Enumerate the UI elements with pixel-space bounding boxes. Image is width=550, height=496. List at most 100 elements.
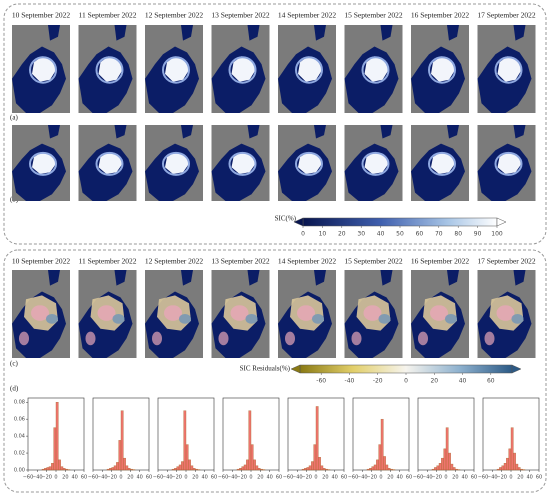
colorbar-tick-label: 60 <box>416 231 424 238</box>
hist-bar <box>320 465 324 471</box>
x-tick-label: 20 <box>127 475 133 481</box>
x-tick-label: −40 <box>227 475 238 481</box>
x-tick-label: −20 <box>496 475 507 481</box>
x-tick-label: 40 <box>461 475 467 481</box>
colorbar-tick-label: 20 <box>338 231 346 238</box>
hist-bar <box>113 465 117 471</box>
x-tick-label: −40 <box>97 475 108 481</box>
map-residual <box>496 305 515 321</box>
hist-bar <box>111 467 115 471</box>
hist-bar <box>448 452 451 471</box>
map-ocean <box>380 125 393 139</box>
map-ocean <box>314 25 326 41</box>
colorbar-tick-label: -40 <box>345 378 355 385</box>
hist-bar <box>181 461 184 471</box>
map-ice <box>431 152 455 174</box>
map-residual <box>363 305 382 321</box>
hist-bar <box>44 468 47 471</box>
map-ocean <box>314 125 326 139</box>
map-ocean <box>513 270 526 286</box>
hist-bar <box>178 464 182 471</box>
map-ice <box>32 56 56 82</box>
hist-bar <box>380 418 384 471</box>
x-tick-label: 40 <box>266 475 272 481</box>
map-residual <box>46 314 58 324</box>
map-ice <box>98 56 123 82</box>
x-tick-label: 0 <box>54 475 57 481</box>
hist-bar <box>506 457 509 471</box>
map-ice-edge <box>29 151 57 176</box>
x-tick-label: −20 <box>366 475 377 481</box>
hist-bar <box>496 468 500 471</box>
x-tick-label: −40 <box>162 475 173 481</box>
map-ocean <box>447 25 459 41</box>
hist-bar <box>123 457 126 471</box>
x-tick-label: 20 <box>387 475 393 481</box>
colorbar-tick-label: 90 <box>474 231 482 238</box>
hist-bar <box>508 448 512 471</box>
colorbar-tick-label: 60 <box>487 378 495 385</box>
hist-bar <box>55 402 59 471</box>
map-ocean <box>247 125 260 139</box>
hist-bar <box>385 464 389 471</box>
map-residual <box>351 331 362 346</box>
hist-bar <box>243 464 247 471</box>
row-label: (a) <box>10 114 18 122</box>
colorbar-arrow <box>511 364 522 374</box>
map-ice <box>497 56 522 82</box>
colorbar-label: SIC(%) <box>275 215 297 223</box>
date-label: 12 September 2022 <box>145 11 204 20</box>
date-label: 15 September 2022 <box>344 11 403 20</box>
y-tick-label: 0.04 <box>14 434 25 440</box>
x-tick-label: −20 <box>431 475 442 481</box>
hist-bar <box>369 468 372 471</box>
date-label: 16 September 2022 <box>411 257 470 266</box>
map-ocean <box>181 270 193 286</box>
x-tick-label: 60 <box>406 475 412 481</box>
hist-bar <box>441 457 444 471</box>
map-residual <box>285 331 295 346</box>
hist-bar <box>501 465 505 471</box>
hist-bar <box>109 468 112 471</box>
hist-bar <box>431 468 435 471</box>
hist-bar <box>188 459 191 471</box>
x-tick-label: 60 <box>146 475 152 481</box>
map-ocean <box>447 270 459 286</box>
hist-bar <box>248 410 252 471</box>
map-residual <box>179 314 191 324</box>
map-ice <box>231 152 256 174</box>
map-ice <box>165 152 189 174</box>
hist-bar <box>185 444 189 471</box>
date-label: 11 September 2022 <box>78 11 136 20</box>
colorbar-tick-label: 0 <box>301 231 305 238</box>
map-residual <box>19 331 29 346</box>
map-ice-edge <box>162 56 190 84</box>
map-ice-edge <box>361 151 390 176</box>
x-tick-label: −60 <box>218 475 229 481</box>
colorbar-tick-label: 40 <box>377 231 385 238</box>
panel-border <box>3 3 547 245</box>
hist-bar <box>322 468 326 471</box>
hist-bar <box>65 468 68 471</box>
colorbar-tick-label: 30 <box>357 231 365 238</box>
colorbar-arrow <box>496 217 507 227</box>
map-ocean <box>114 125 127 139</box>
map-residual <box>31 305 49 321</box>
x-tick-label: −60 <box>348 475 359 481</box>
map-residual <box>112 314 125 324</box>
y-tick-label: 0.06 <box>14 417 25 423</box>
map-residual <box>85 331 96 346</box>
map-residual <box>312 314 324 324</box>
x-tick-label: −40 <box>422 475 433 481</box>
hist-bar <box>120 410 124 471</box>
colorbar-tick-label: 50 <box>396 231 404 238</box>
x-tick-label: −20 <box>106 475 117 481</box>
date-label: 14 September 2022 <box>278 257 337 266</box>
map-ice <box>165 56 189 82</box>
x-tick-label: −40 <box>487 475 498 481</box>
x-tick-label: −60 <box>88 475 99 481</box>
hist-bar <box>315 406 319 471</box>
date-label: 13 September 2022 <box>211 257 270 266</box>
hist-bar <box>241 466 245 471</box>
hist-bar <box>376 459 379 471</box>
